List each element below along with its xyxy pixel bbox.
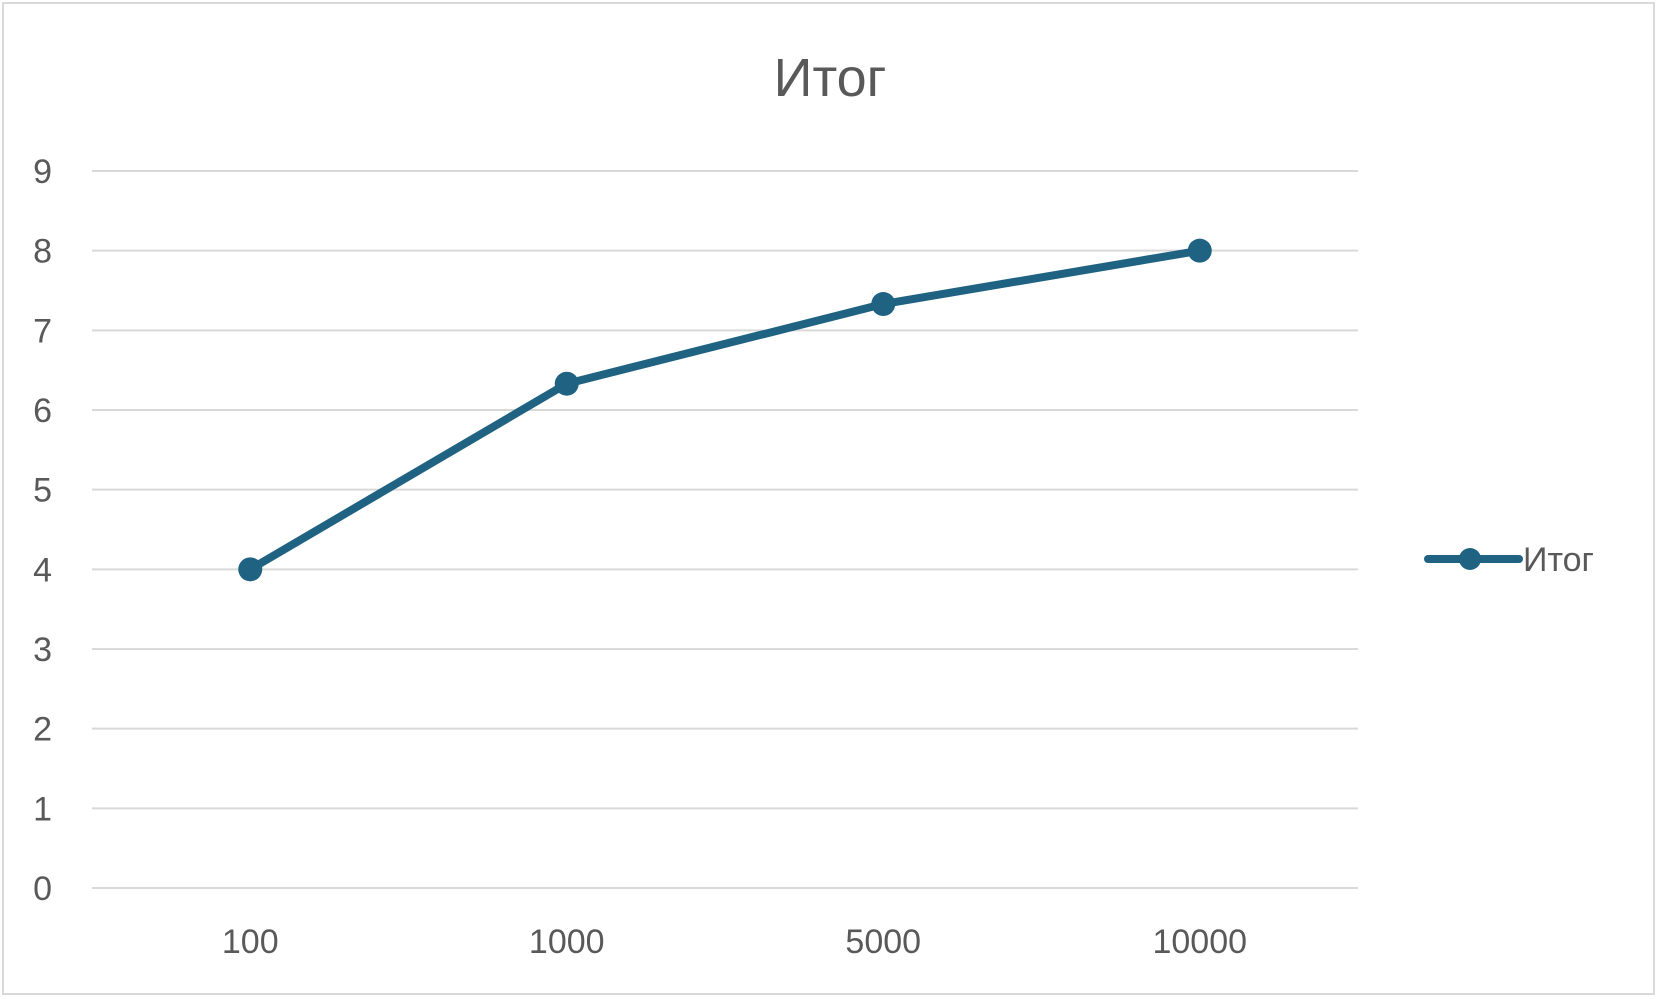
data-point bbox=[1187, 238, 1212, 263]
x-tick-label: 1000 bbox=[529, 923, 605, 961]
y-tick-label: 5 bbox=[33, 472, 52, 510]
y-tick-label: 9 bbox=[33, 153, 52, 191]
data-point bbox=[554, 371, 579, 396]
y-tick-label: 8 bbox=[33, 233, 52, 271]
x-tick-label: 5000 bbox=[845, 923, 921, 961]
gridlines bbox=[92, 170, 1358, 889]
y-tick-label: 3 bbox=[33, 631, 52, 669]
legend: Итог bbox=[1424, 541, 1594, 579]
chart-title: Итог bbox=[774, 48, 887, 108]
data-points bbox=[238, 238, 1212, 582]
data-point bbox=[871, 292, 896, 317]
series-lines bbox=[246, 246, 1204, 574]
y-tick-label: 1 bbox=[33, 790, 52, 828]
y-tick-label: 0 bbox=[33, 870, 52, 908]
x-tick-label: 100 bbox=[222, 923, 279, 961]
y-tick-label: 7 bbox=[33, 312, 52, 350]
data-point bbox=[238, 557, 263, 582]
y-axis-ticks: 0 1 2 3 4 5 6 7 8 9 bbox=[33, 153, 52, 908]
y-tick-label: 6 bbox=[33, 392, 52, 430]
series-line bbox=[246, 246, 1204, 574]
y-tick-label: 2 bbox=[33, 711, 52, 749]
legend-point-marker bbox=[1459, 548, 1481, 570]
x-axis-ticks: 100 1000 5000 10000 bbox=[222, 923, 1247, 961]
legend-label: Итог bbox=[1523, 541, 1594, 579]
y-tick-label: 4 bbox=[33, 551, 52, 589]
x-tick-label: 10000 bbox=[1152, 923, 1247, 961]
